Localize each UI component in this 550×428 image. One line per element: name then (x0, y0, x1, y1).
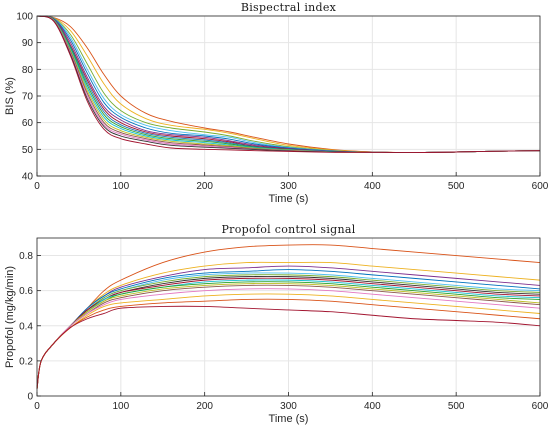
propofol-ticks: 0 100 200 300 400 500 600 0 0.2 0.4 0.6 0.8 (19, 251, 549, 412)
propofol-x-axis-label: Time (s) (269, 413, 309, 425)
bis-x-tick-label: 0 (34, 181, 40, 192)
bis-y-axis-label: BIS (%) (4, 77, 16, 115)
bis-x-axis-label: Time (s) (269, 193, 309, 205)
bis-chart-title: Bispectral index (241, 1, 337, 14)
bis-y-tick-label: 90 (22, 38, 34, 49)
propofol-panel: 0 100 200 300 400 500 600 0 0.2 0.4 0.6 0.8 Propofo… (4, 223, 549, 425)
bis-panel: 0 100 200 300 400 500 600 40 50 60 70 80 90 100 Bispe… (4, 1, 549, 205)
propofol-series-line-13 (36, 288, 541, 390)
propofol-y-axis-label: Propofol (mg/kg/min) (4, 266, 16, 368)
propofol-chart-title: Propofol control signal (221, 223, 355, 236)
bis-y-tick-label: 40 (22, 172, 34, 183)
propofol-y-tick-label: 0 (27, 392, 33, 403)
propofol-x-tick-label: 500 (448, 401, 465, 412)
propofol-series-group (36, 244, 541, 390)
bis-x-tick-label: 100 (112, 181, 129, 192)
bis-x-tick-label: 200 (196, 181, 213, 192)
propofol-y-tick-label: 0.4 (19, 321, 33, 332)
bis-y-tick-label: 50 (22, 145, 34, 156)
bis-x-tick-label: 500 (448, 181, 465, 192)
bis-y-tick-label: 70 (22, 92, 34, 103)
propofol-x-tick-label: 300 (280, 401, 297, 412)
bis-y-tick-label: 60 (22, 118, 34, 129)
propofol-x-tick-label: 100 (112, 401, 129, 412)
propofol-x-tick-label: 0 (34, 401, 40, 412)
bis-series-group (36, 15, 541, 154)
bis-y-tick-label: 80 (22, 65, 34, 76)
bis-series-line-15 (36, 15, 541, 153)
bis-ticks: 0 100 200 300 400 500 600 40 50 60 70 80 90 100 (16, 12, 548, 193)
bis-y-tick-label: 100 (16, 12, 33, 23)
propofol-y-tick-label: 0.2 (19, 356, 33, 367)
propofol-series-line-16 (36, 305, 541, 390)
propofol-x-tick-label: 200 (196, 401, 213, 412)
bis-x-tick-label: 300 (280, 181, 297, 192)
propofol-y-tick-label: 0.8 (19, 251, 33, 262)
bis-x-tick-label: 600 (532, 181, 549, 192)
propofol-x-tick-label: 600 (532, 401, 549, 412)
propofol-y-tick-label: 0.6 (19, 286, 33, 297)
bis-x-tick-label: 400 (364, 181, 381, 192)
propofol-x-tick-label: 400 (364, 401, 381, 412)
